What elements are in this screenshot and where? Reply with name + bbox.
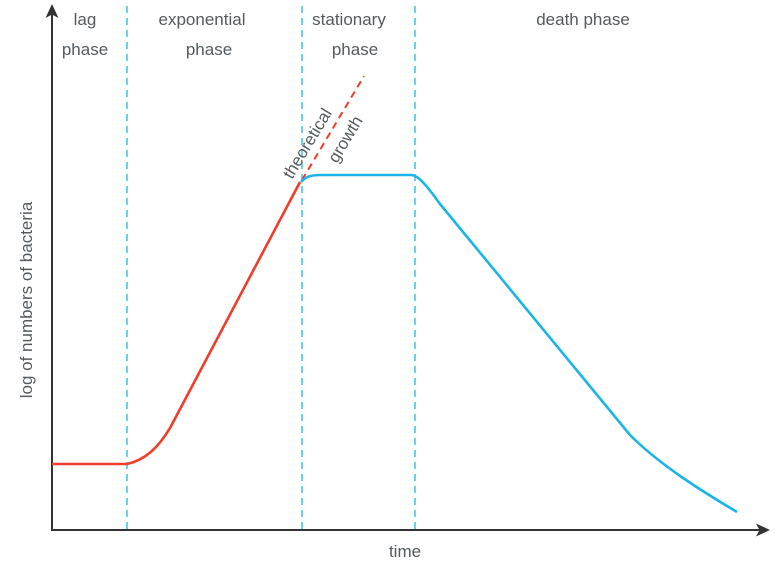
phase-label-exponential: exponential [159, 10, 246, 29]
phase-label-stationary: stationary [312, 10, 386, 29]
phase-label-lag: lag [74, 10, 97, 29]
svg-text:phase: phase [186, 40, 232, 59]
axes [45, 4, 770, 537]
svg-text:phase: phase [332, 40, 378, 59]
x-axis-arrow-icon [756, 523, 770, 537]
y-axis-arrow-icon [45, 4, 59, 18]
y-axis-label: log of numbers of bacteria [17, 201, 36, 398]
growth-curve [52, 181, 302, 466]
x-axis-label: time [389, 542, 421, 561]
svg-text:theoretical: theoretical [279, 105, 336, 182]
phase-dividers [126, 6, 416, 530]
svg-text:phase: phase [62, 40, 108, 59]
theoretical-growth-line [301, 75, 365, 181]
stationary-death-curve [300, 173, 738, 514]
phase-label-death: death phase [536, 10, 630, 29]
phase-labels: lag phase exponential phase stationary p… [62, 10, 630, 59]
